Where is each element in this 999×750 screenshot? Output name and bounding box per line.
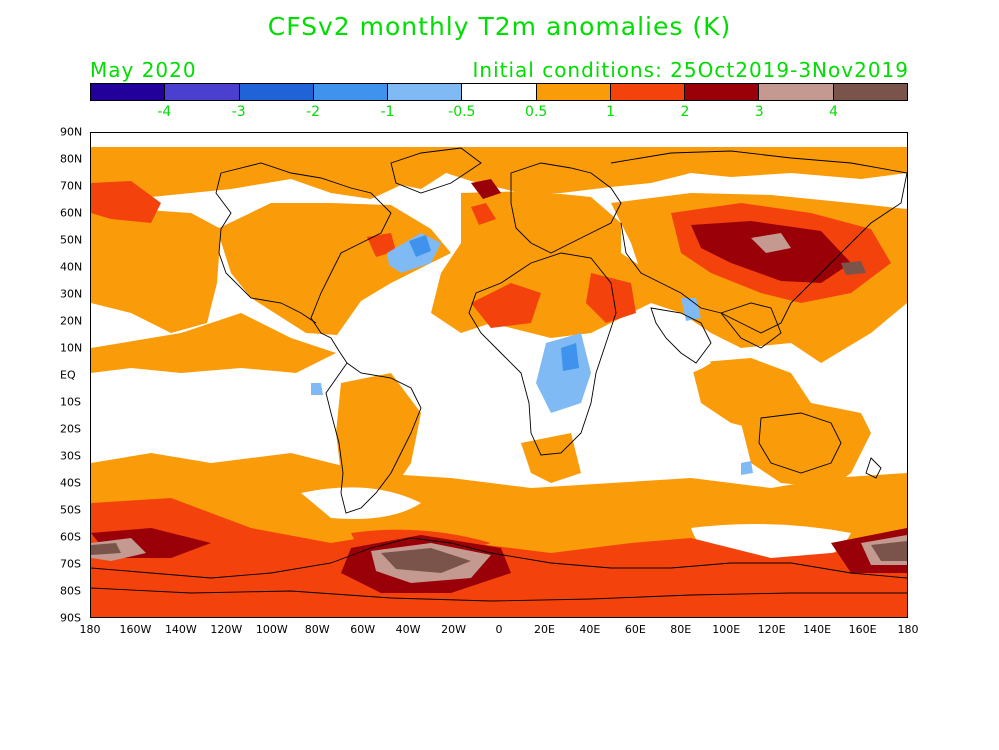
longitude-label: 20E [533,623,555,636]
color-bar-label: 1 [606,104,615,120]
color-bar-label: -3 [231,104,246,120]
color-swatch-10 [833,84,907,100]
longitude-label: 80E [670,623,692,636]
latitude-label: 70S [60,557,81,571]
longitude-label: 180 [897,623,919,636]
longitude-label: 140E [803,623,832,636]
latitude-label: 10N [60,341,83,355]
anomaly-lightblue-layer [311,233,753,475]
longitude-label: 180 [79,623,101,636]
color-bar-label: -0.5 [448,104,476,120]
color-swatch-7 [610,84,686,100]
latitude-label: 30S [60,449,81,463]
color-swatch-2 [239,84,314,100]
color-swatch-8 [685,84,760,100]
latitude-label: 90S [60,611,81,625]
longitude-label: 40E [579,623,601,636]
latitude-label: 50N [60,233,83,247]
longitude-label: 80W [304,623,330,636]
color-bar-label: 2 [680,104,690,120]
color-swatch-0 [91,84,166,100]
anomaly-map-svg [91,133,907,617]
latitude-label: 40S [60,476,81,490]
longitude-label: 120E [757,623,786,636]
latitude-label: 60S [60,530,81,544]
color-bar-label: 4 [829,104,839,120]
latitude-label: EQ [60,368,76,382]
longitude-label: 100W [255,623,288,636]
color-bar [90,83,908,101]
latitude-label: 80N [60,152,83,166]
latitude-label: 80S [60,584,81,598]
color-bar-label: -1 [380,104,395,120]
longitude-label: 100E [712,623,741,636]
longitude-label: 140W [164,623,197,636]
latitude-label: 50S [60,503,81,517]
latitude-label: 10S [60,395,81,409]
longitude-label: 60E [624,623,646,636]
valid-month-label: May 2020 [90,58,197,82]
longitude-label: 40W [395,623,421,636]
latitude-label: 40N [60,260,83,274]
map-title: CFSv2 monthly T2m anomalies (K) [267,12,732,41]
anomaly-darkbrown-layer [91,261,907,573]
longitude-label: 20W [441,623,466,636]
color-swatch-9 [759,84,834,100]
initial-conditions-label: Initial conditions: 25Oct2019-3Nov2019 [472,58,909,82]
color-swatch-1 [165,84,240,100]
color-swatch-6 [536,84,611,100]
anomaly-blue-layer [409,235,579,371]
color-bar-label: -4 [157,104,172,120]
color-bar-label: 0.5 [525,104,548,120]
latitude-label: 70N [60,179,83,193]
latitude-label: 90N [60,125,83,139]
longitude-label: 120W [210,623,243,636]
latitude-label: 30N [60,287,83,301]
latitude-label: 60N [60,206,83,220]
color-bar-label: -2 [306,104,321,120]
color-bar-label: 3 [754,104,764,120]
longitude-label: 60W [350,623,376,636]
latitude-label: 20N [60,314,83,328]
color-swatch-3 [313,84,389,100]
longitude-label: 160E [848,623,877,636]
coastlines [91,147,907,602]
longitude-label: 160W [119,623,152,636]
latitude-label: 20S [60,422,81,436]
longitude-label: 0 [495,623,503,636]
color-swatch-4 [388,84,463,100]
color-swatch-5 [462,84,537,100]
anomaly-map [90,132,908,618]
